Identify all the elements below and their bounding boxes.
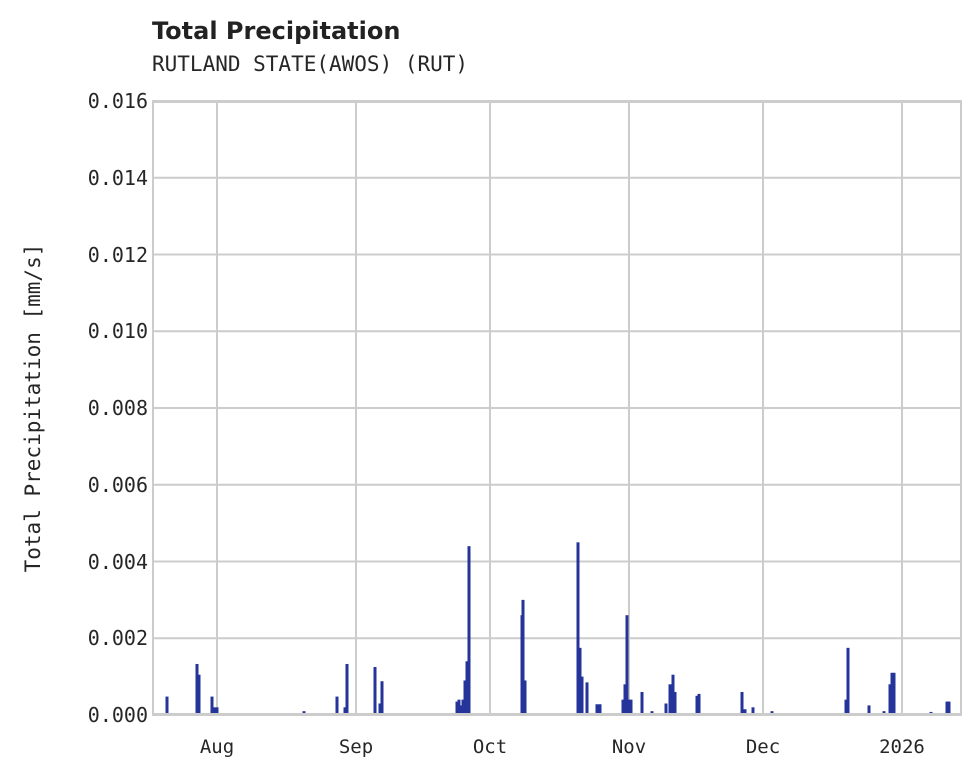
precip-bar (380, 681, 384, 715)
precip-bar (212, 707, 216, 715)
precip-bar (210, 696, 214, 715)
precip-bar (629, 699, 633, 715)
plot-frame (152, 101, 962, 715)
precip-bar (585, 682, 589, 715)
precip-bar (892, 672, 896, 715)
precip-bar (627, 699, 631, 715)
precip-bar (621, 699, 625, 715)
precip-bar (215, 707, 219, 715)
precip-bar (743, 709, 747, 715)
precip-bar (195, 663, 199, 715)
precip-bar (623, 684, 627, 715)
x-tick-label: Sep (338, 736, 374, 758)
y-tick-label: 0.006 (87, 472, 148, 497)
precip-bar (463, 680, 467, 715)
x-tick-label: Dec (745, 736, 781, 758)
precip-bar (888, 684, 892, 715)
precip-bar (945, 701, 949, 715)
precip-bar (165, 696, 169, 715)
y-tick-label: 0.016 (87, 89, 148, 113)
precip-bar (697, 693, 701, 715)
precip-bar (378, 703, 382, 715)
precip-bar (846, 647, 850, 715)
precip-bar (523, 680, 527, 715)
x-tick-label: Oct (472, 736, 508, 758)
precip-bar (671, 674, 675, 715)
y-tick-label: 0.010 (87, 319, 148, 344)
precip-bar (751, 707, 755, 715)
chart-title: Total Precipitation (152, 17, 401, 45)
precip-bar (459, 705, 463, 715)
precip-bar (576, 542, 580, 715)
precip-bar (640, 691, 644, 715)
precip-bar (467, 546, 471, 715)
precip-bar (457, 699, 461, 715)
chart-subtitle: RUTLAND STATE(AWOS) (RUT) (152, 52, 469, 76)
precip-bar (580, 676, 584, 715)
precip-bar (455, 701, 459, 715)
y-tick-label: 0.014 (87, 165, 148, 190)
y-tick-label: 0.012 (87, 242, 148, 267)
precip-bar (673, 691, 677, 715)
precip-bar (668, 684, 672, 715)
y-tick-label: 0.002 (87, 626, 148, 651)
precip-bar (373, 667, 377, 715)
precip-bar (844, 699, 848, 715)
precip-bar (197, 674, 201, 715)
y-tick-label: 0.008 (87, 396, 148, 420)
precip-bar (335, 696, 339, 715)
precip-bar (465, 661, 469, 715)
precip-bar (695, 695, 699, 715)
precip-bar (867, 705, 871, 715)
precip-bar (947, 701, 951, 715)
precip-bar (890, 672, 894, 715)
x-tick-label: Aug (199, 736, 235, 758)
precip-bar (343, 707, 347, 715)
y-tick-label: 0.000 (87, 703, 148, 727)
precip-bar (598, 704, 602, 715)
precip-bar (595, 704, 599, 715)
precip-bar (521, 599, 525, 715)
precip-bar (740, 691, 744, 715)
x-tick-label: Nov (611, 736, 647, 758)
precip-bar (345, 663, 349, 715)
precip-bar (461, 699, 465, 715)
precip-bar (664, 703, 668, 715)
precip-bar (625, 615, 629, 715)
x-tick-label: 2026 (879, 736, 925, 758)
y-tick-label: 0.004 (87, 549, 148, 574)
precip-bar (578, 647, 582, 715)
